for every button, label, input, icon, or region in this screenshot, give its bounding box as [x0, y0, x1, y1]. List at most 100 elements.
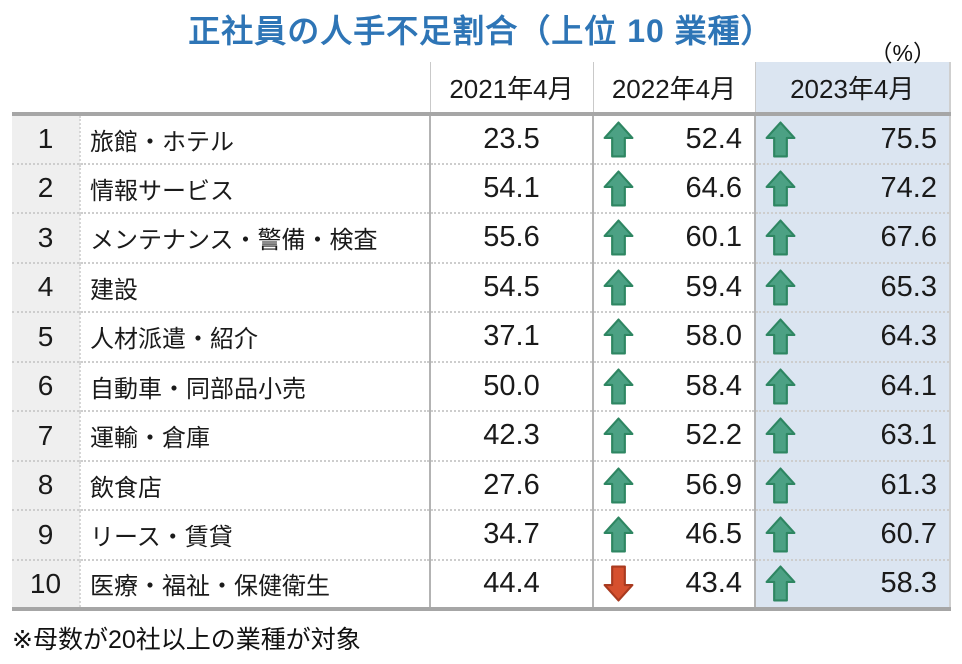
value-2023-text: 63.1: [880, 419, 937, 452]
industry-cell: 建設: [80, 261, 430, 312]
up-arrow-icon: [765, 565, 796, 602]
table-row: 5 人材派遣・紹介 37.1 58.0 64.3: [12, 311, 951, 362]
value-2022-text: 46.5: [685, 518, 742, 551]
table-row: 3 メンテナンス・警備・検査 55.6 60.1 67.6: [12, 212, 951, 263]
up-arrow-icon: [765, 121, 796, 158]
up-arrow-icon: [603, 368, 634, 405]
table-row: 9 リース・賃貸 34.7 46.5 60.7: [12, 509, 951, 560]
up-arrow-icon: [765, 219, 796, 256]
value-2023-text: 65.3: [880, 270, 937, 303]
value-2021-cell: 27.6: [429, 459, 593, 510]
industry-cell: 情報サービス: [80, 162, 430, 213]
value-2021-cell: 50.0: [429, 360, 593, 411]
industry-column-header: [80, 62, 430, 114]
rank-cell: 2: [12, 162, 81, 213]
rank-cell: 7: [12, 410, 81, 461]
column-header-2021: 2021年4月: [429, 62, 593, 114]
industry-cell: 人材派遣・紹介: [80, 311, 430, 362]
up-arrow-icon: [603, 121, 634, 158]
up-arrow-icon: [765, 417, 796, 454]
up-arrow-icon: [603, 516, 634, 553]
up-arrow-icon: [603, 467, 634, 504]
value-2023-cell: 58.3: [754, 558, 951, 609]
value-2021-cell: 42.3: [429, 410, 593, 461]
value-2021-cell: 34.7: [429, 509, 593, 560]
value-2022-text: 60.1: [685, 221, 742, 254]
up-arrow-icon: [765, 269, 796, 306]
value-2022-cell: 60.1: [592, 212, 755, 263]
up-arrow-icon: [765, 516, 796, 553]
value-2023-cell: 75.5: [754, 114, 951, 164]
value-2022-text: 52.4: [685, 122, 742, 155]
value-2022-cell: 43.4: [592, 558, 755, 609]
up-arrow-icon: [603, 269, 634, 306]
value-2022-cell: 52.4: [592, 114, 755, 164]
value-2022-cell: 64.6: [592, 162, 755, 213]
table-row: 7 運輸・倉庫 42.3 52.2 63.1: [12, 410, 951, 461]
value-2023-cell: 64.3: [754, 311, 951, 362]
rank-cell: 6: [12, 360, 81, 411]
value-2021-cell: 23.5: [429, 114, 593, 164]
column-header-2022: 2022年4月: [592, 62, 755, 114]
up-arrow-icon: [765, 467, 796, 504]
value-2022-cell: 52.2: [592, 410, 755, 461]
header-row: 2021年4月 2022年4月 2023年4月: [12, 62, 951, 114]
value-2022-text: 52.2: [685, 419, 742, 452]
value-2022-cell: 56.9: [592, 459, 755, 510]
industry-cell: 医療・福祉・保健衛生: [80, 558, 430, 609]
value-2023-text: 64.3: [880, 320, 937, 353]
rank-cell: 5: [12, 311, 81, 362]
up-arrow-icon: [765, 170, 796, 207]
table-row: 4 建設 54.5 59.4 65.3: [12, 261, 951, 312]
industry-cell: 自動車・同部品小売: [80, 360, 430, 411]
column-header-2023: 2023年4月: [754, 62, 951, 114]
value-2023-cell: 67.6: [754, 212, 951, 263]
value-2022-cell: 58.0: [592, 311, 755, 362]
rank-cell: 1: [12, 114, 81, 164]
value-2021-cell: 54.5: [429, 261, 593, 312]
table-row: 2 情報サービス 54.1 64.6 74.2: [12, 162, 951, 213]
up-arrow-icon: [603, 318, 634, 355]
value-2022-text: 58.4: [685, 369, 742, 402]
value-2023-text: 58.3: [880, 567, 937, 600]
industry-cell: 旅館・ホテル: [90, 128, 234, 156]
value-2023-text: 60.7: [880, 518, 937, 551]
shortage-table: 2021年4月 2022年4月 2023年4月 1 旅館・ホテル 23.5 52.4 7…: [12, 62, 951, 611]
rank-cell: 4: [12, 261, 81, 312]
industry-cell: メンテナンス・警備・検査: [80, 212, 430, 263]
value-2023-text: 67.6: [880, 221, 937, 254]
value-2022-text: 43.4: [685, 567, 742, 600]
value-2022-text: 59.4: [685, 270, 742, 303]
value-2022-cell: 46.5: [592, 509, 755, 560]
value-2023-text: 74.2: [880, 171, 937, 204]
value-2023-text: 64.1: [880, 369, 937, 402]
up-arrow-icon: [603, 170, 634, 207]
value-2023-text: 61.3: [880, 468, 937, 501]
rank-cell: 8: [12, 459, 81, 510]
up-arrow-icon: [765, 318, 796, 355]
value-2022-cell: 59.4: [592, 261, 755, 312]
value-2022-text: 56.9: [685, 468, 742, 501]
value-2021-cell: 37.1: [429, 311, 593, 362]
value-2023-cell: 60.7: [754, 509, 951, 560]
value-2022-text: 58.0: [685, 320, 742, 353]
figure-title: 正社員の人手不足割合（上位 10 業種）: [188, 13, 774, 49]
value-2023-cell: 61.3: [754, 459, 951, 510]
industry-cell: リース・賃貸: [80, 509, 430, 560]
value-2023-cell: 63.1: [754, 410, 951, 461]
footnote: ※母数が20社以上の業種が対象: [12, 626, 361, 654]
industry-cell: 運輸・倉庫: [80, 410, 430, 461]
table-row: 10 医療・福祉・保健衛生 44.4 43.4 58.3: [12, 558, 951, 609]
unit-label: （%）: [869, 40, 936, 66]
value-2023-cell: 64.1: [754, 360, 951, 411]
value-2022-text: 64.6: [685, 171, 742, 204]
value-2022-cell: 58.4: [592, 360, 755, 411]
up-arrow-icon: [603, 417, 634, 454]
down-arrow-icon: [603, 565, 634, 602]
up-arrow-icon: [603, 219, 634, 256]
industry-cell: 飲食店: [80, 459, 430, 510]
rank-column-header: [12, 62, 80, 114]
table-row: 1 旅館・ホテル 23.5 52.4 75.5: [12, 114, 951, 164]
table-row: 8 飲食店 27.6 56.9 61.3: [12, 459, 951, 510]
rank-cell: 3: [12, 212, 81, 263]
